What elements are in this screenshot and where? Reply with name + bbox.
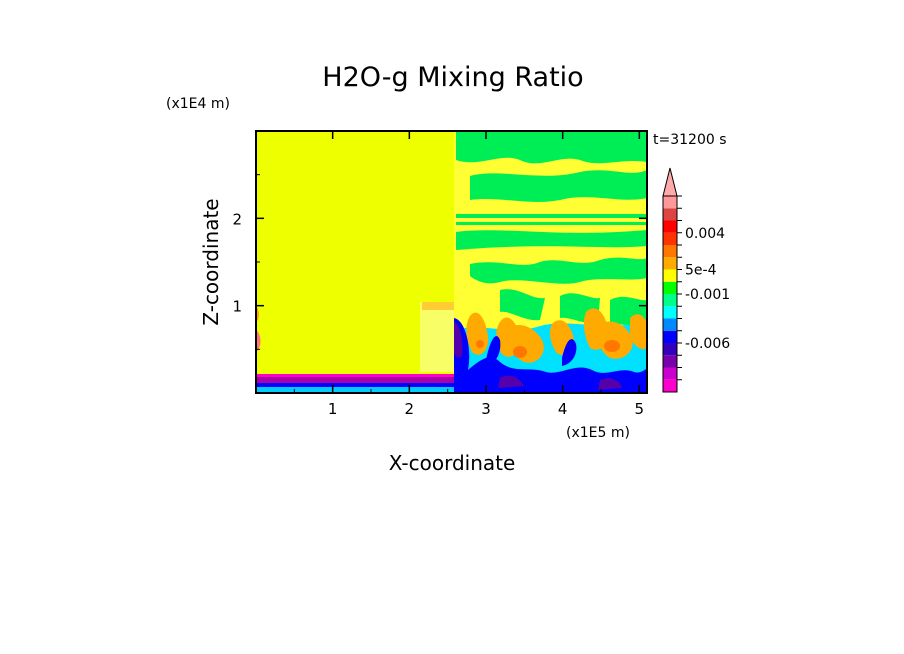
x-tick-label: 2 xyxy=(405,400,415,418)
y-scale-label: (x1E4 m) xyxy=(166,96,230,112)
colorbar-level-swatch xyxy=(663,294,677,307)
x-tick-label: 3 xyxy=(481,400,491,418)
y-tick-label: 1 xyxy=(232,298,242,316)
colorbar-level-swatch xyxy=(663,281,677,294)
colorbar-label: 0.004 xyxy=(685,226,725,242)
colorbar-label: 5e-4 xyxy=(685,263,717,279)
chart-title: H2O-g Mixing Ratio xyxy=(322,62,583,93)
colorbar-label: -0.001 xyxy=(685,287,730,303)
right-upper-green-bands xyxy=(456,131,647,328)
colorbar-extension-arrow xyxy=(662,167,678,197)
colorbar-level-swatch xyxy=(663,318,677,331)
colorbar-label: -0.006 xyxy=(685,336,730,352)
colorbar-level-swatch xyxy=(663,379,677,392)
x-ticks: 1 2 3 4 5 xyxy=(293,131,645,418)
right-lower-red-cores xyxy=(476,340,620,358)
colorbar-level-swatch xyxy=(663,196,677,209)
colorbar-level-swatch xyxy=(663,208,677,221)
x-tick-label: 5 xyxy=(635,400,645,418)
x-scale-label: (x1E5 m) xyxy=(566,425,630,441)
mixing-ratio-field xyxy=(256,131,647,393)
colorbar-level-swatch xyxy=(663,269,677,282)
colorbar-level-swatch xyxy=(663,232,677,245)
x-axis-label: X-coordinate xyxy=(389,451,516,475)
y-axis-label: Z-coordinate xyxy=(199,198,223,325)
colorbar-level-swatch xyxy=(663,257,677,270)
left-boundary-layer xyxy=(256,306,454,393)
right-lower-purple-patches xyxy=(454,322,622,390)
left-light-patch xyxy=(420,302,454,372)
colorbar-frame xyxy=(662,195,678,393)
colorbar-level-swatch xyxy=(663,330,677,343)
time-label: t=31200 s xyxy=(653,132,727,148)
left-orange-patch xyxy=(422,302,454,310)
colorbar-level-swatch xyxy=(663,343,677,356)
x-tick-label: 1 xyxy=(328,400,338,418)
colorbar: 0.004 5e-4 -0.001 -0.006 xyxy=(662,167,730,393)
right-lower-blue-base xyxy=(454,318,647,393)
colorbar-level-swatch xyxy=(663,306,677,319)
colorbar-level-swatch xyxy=(663,220,677,233)
colorbar-level-swatch xyxy=(663,245,677,258)
colorbar-level-swatch xyxy=(663,367,677,380)
colorbar-level-swatch xyxy=(663,355,677,368)
y-ticks: 12 xyxy=(232,174,647,350)
x-tick-label: 4 xyxy=(558,400,568,418)
y-tick-label: 2 xyxy=(232,210,242,228)
